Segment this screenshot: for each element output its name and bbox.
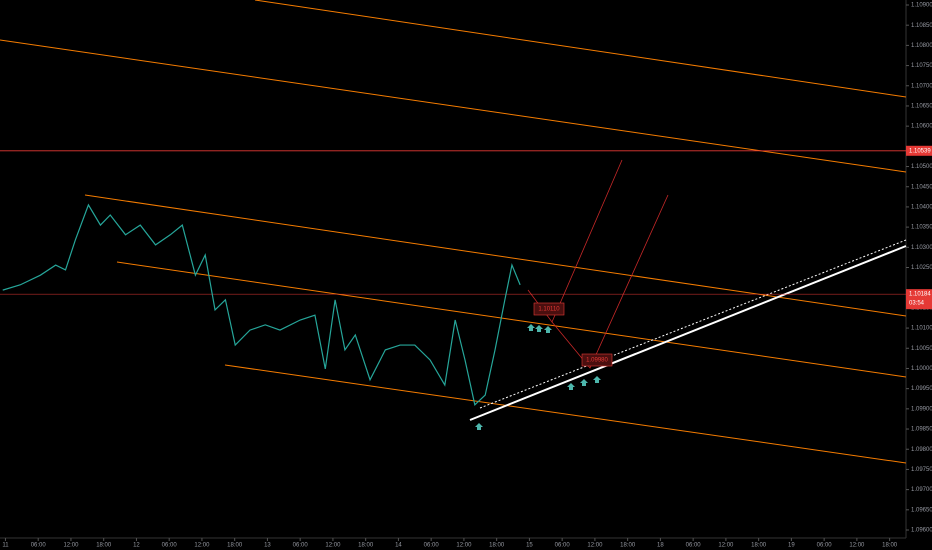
- x-tick-label: 06:00: [686, 543, 702, 549]
- x-tick-label: 18: [657, 543, 664, 549]
- x-tick-label: 18:00: [882, 543, 898, 549]
- trend-line-dotted: [479, 239, 907, 409]
- countdown-label: 03:54: [909, 301, 925, 307]
- channel-line: [224, 364, 907, 464]
- x-tick-label: 12:00: [456, 543, 472, 549]
- x-tick-label: 06:00: [162, 543, 178, 549]
- y-tick-label: 1.10700: [911, 83, 932, 89]
- y-tick-label: 1.09950: [911, 386, 932, 392]
- y-tick-label: 1.10850: [911, 23, 932, 29]
- x-tick-label: 06:00: [817, 543, 833, 549]
- y-tick-label: 1.10000: [911, 366, 932, 372]
- price-tag-label: 1.10539: [909, 148, 931, 154]
- price-line-series: [2, 203, 521, 406]
- annotation: 1.10110: [538, 307, 560, 313]
- y-tick-label: 1.10400: [911, 205, 932, 211]
- last-price-label: 1.10184: [909, 292, 931, 298]
- buy-arrows: [475, 324, 601, 430]
- drawings: 1.10110 1.09980: [0, 0, 907, 464]
- y-tick-label: 1.10050: [911, 346, 932, 352]
- last-price-tag: [906, 289, 932, 310]
- y-tick-label: 1.10750: [911, 63, 932, 69]
- trend-line: [469, 245, 907, 421]
- x-tick-label: 12:00: [718, 543, 734, 549]
- y-tick-label: 1.09650: [911, 507, 932, 513]
- channel-line: [254, 0, 907, 98]
- x-tick-label: 15: [526, 543, 533, 549]
- x-tick-label: 12:00: [194, 543, 210, 549]
- y-tick-label: 1.10800: [911, 43, 932, 49]
- x-tick-label: 18:00: [96, 543, 112, 549]
- y-tick-label: 1.09800: [911, 447, 932, 453]
- x-tick-label: 18:00: [489, 543, 505, 549]
- y-tick-label: 1.09700: [911, 487, 932, 493]
- x-tick-label: 14: [395, 543, 402, 549]
- y-tick-label: 1.10600: [911, 124, 932, 130]
- x-tick-label: 12:00: [63, 543, 79, 549]
- price-tag: [906, 145, 932, 156]
- projection-arrow: [551, 194, 669, 369]
- x-tick-label: 12:00: [325, 543, 341, 549]
- annotation: 1.09980: [586, 358, 608, 364]
- y-tick-label: 1.10450: [911, 184, 932, 190]
- y-tick-label: 1.09850: [911, 427, 932, 433]
- x-tick-label: 12:00: [587, 543, 603, 549]
- y-tick-label: 1.09600: [911, 528, 932, 534]
- channel-line: [84, 194, 907, 317]
- x-tick-label: 19: [788, 543, 795, 549]
- channel-line: [116, 261, 907, 378]
- x-tick-label: 18:00: [620, 543, 636, 549]
- y-tick-label: 1.10650: [911, 104, 932, 110]
- y-tick-label: 1.10900: [911, 3, 932, 9]
- annotation-box: [533, 302, 565, 316]
- x-tick-label: 06:00: [555, 543, 571, 549]
- y-tick-label: 1.10100: [911, 326, 932, 332]
- x-tick-label: 06:00: [424, 543, 440, 549]
- channel-line: [0, 39, 907, 173]
- x-tick-label: 12:00: [849, 543, 865, 549]
- y-tick-label: 1.10300: [911, 245, 932, 251]
- y-tick-label: 1.10250: [911, 265, 932, 271]
- x-tick-label: 18:00: [227, 543, 243, 549]
- x-tick-label: 06:00: [31, 543, 47, 549]
- x-tick-label: 13: [264, 543, 271, 549]
- x-tick-label: 18:00: [751, 543, 767, 549]
- x-tick-label: 06:00: [293, 543, 309, 549]
- annotation-box: [581, 353, 613, 367]
- y-tick-label: 1.09900: [911, 406, 932, 412]
- y-tick-label: 1.10500: [911, 164, 932, 170]
- x-tick-label: 11: [2, 543, 9, 549]
- y-tick-label: 1.09750: [911, 467, 932, 473]
- y-tick-label: 1.10350: [911, 225, 932, 231]
- x-tick-label: 18:00: [358, 543, 374, 549]
- x-tick-label: 12: [133, 543, 140, 549]
